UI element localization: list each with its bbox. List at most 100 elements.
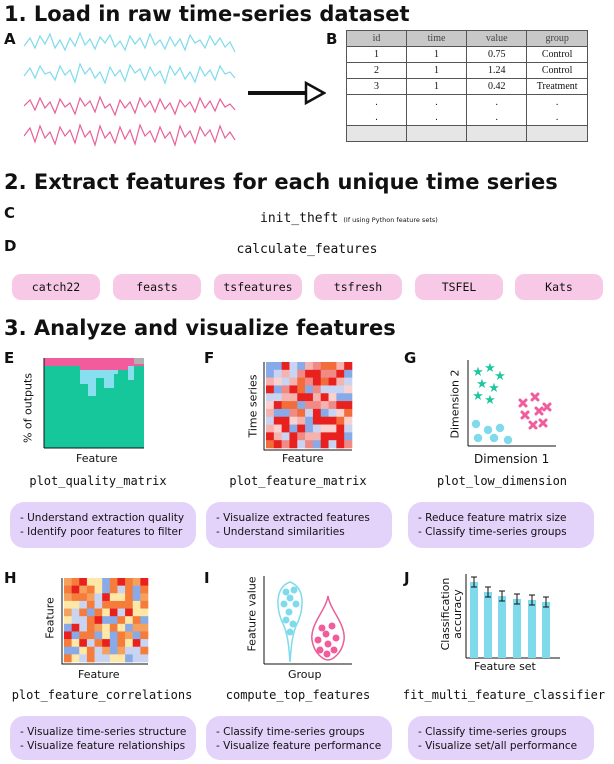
panel-letter-i: I — [204, 569, 210, 587]
feature-matrix-cell — [320, 408, 329, 418]
panel-letter-h: H — [4, 569, 17, 587]
table-header-id: id — [346, 30, 407, 47]
time-series-1 — [24, 31, 236, 53]
feature-matrix-cell — [328, 369, 337, 378]
star-icon: ★ — [484, 361, 496, 376]
correlation-cell — [86, 654, 95, 663]
panel-letter-a: A — [4, 30, 16, 48]
plot-low-dimension-function: plot_low_dimension — [436, 474, 568, 488]
panel-e-desc-line: - Understand extraction quality — [20, 512, 185, 524]
correlation-cell — [132, 600, 141, 609]
table-cell: 3 — [346, 78, 407, 95]
plot-feature-matrix-function: plot_feature_matrix — [229, 474, 367, 488]
feature-matrix-cell — [328, 416, 337, 425]
panel-letter-c: C — [4, 204, 16, 222]
correlation-cell — [140, 646, 149, 655]
feature-matrix-cell — [320, 393, 329, 402]
panel-e-xlabel: Feature — [76, 452, 118, 465]
low-dimension-scatter: ★ ★ ★ ★ ★ ★ ★ — [467, 360, 556, 447]
panel-f-description: - Visualize extracted features - Underst… — [206, 502, 392, 548]
feature-matrix-heatmap — [263, 362, 353, 451]
violin-pink — [311, 595, 345, 661]
feature-set-pill-tsfresh: tsfresh — [314, 274, 402, 300]
accuracy-bar — [513, 599, 521, 658]
correlation-cell — [140, 608, 149, 617]
table-cell: 1 — [405, 62, 468, 79]
correlation-cell — [86, 646, 95, 655]
table-row — [346, 125, 588, 142]
feature-matrix-cell — [289, 424, 298, 433]
accuracy-bar — [498, 596, 506, 658]
fit-multi-feature-classifier-function: fit_multi_feature_classifier — [402, 688, 606, 702]
feature-matrix-cell — [312, 377, 322, 386]
feature-matrix-cell — [320, 385, 329, 394]
correlation-cell — [102, 654, 111, 663]
table-cell: . — [405, 94, 468, 110]
feature-matrix-cell — [344, 362, 353, 371]
plot-feature-correlations-function: plot_feature_correlations — [11, 688, 193, 702]
feature-matrix-cell — [289, 432, 298, 441]
panel-letter-e: E — [4, 349, 15, 367]
correlation-cell — [117, 631, 126, 640]
star-icon: ★ — [488, 381, 500, 396]
error-bars — [471, 576, 549, 608]
correlation-cell — [132, 639, 141, 648]
correlation-cell — [132, 578, 141, 586]
feature-matrix-cell — [336, 408, 345, 418]
feature-matrix-cell — [297, 416, 306, 425]
correlation-cell — [125, 593, 134, 602]
correlation-cell — [117, 578, 126, 586]
arrow-icon — [248, 80, 326, 106]
feature-matrix-cell — [312, 393, 322, 402]
panel-i-description: - Classify time-series groups - Visualiz… — [206, 716, 392, 760]
correlation-cell-axes — [61, 578, 148, 665]
feature-matrix-cell — [328, 393, 337, 402]
panel-e-ylabel: % of outputs — [21, 372, 35, 444]
correlation-cell — [64, 654, 72, 663]
cyan-circle-cluster — [471, 419, 513, 445]
panel-f-xlabel: Feature — [282, 452, 324, 465]
table-cell: . — [526, 110, 588, 126]
feature-matrix-cell — [305, 377, 314, 386]
correlation-cell — [79, 593, 88, 602]
table-row: . . . . — [346, 94, 588, 110]
correlation-cell — [102, 585, 111, 594]
correlation-cell — [94, 623, 103, 632]
correlation-cell — [79, 631, 88, 640]
correlation-cell — [71, 578, 80, 586]
panel-g-ylabel: Dimension 2 — [448, 369, 462, 439]
feature-matrix-cell — [266, 432, 275, 441]
feature-matrix-cell — [305, 424, 314, 433]
table-cell: . — [526, 94, 588, 110]
raw-time-series-plot — [24, 31, 236, 148]
correlation-cell — [102, 639, 111, 648]
quality-matrix-plot — [43, 358, 144, 449]
feature-matrix-cell — [266, 377, 275, 386]
teal-star-cluster: ★ ★ ★ ★ ★ ★ ★ — [472, 361, 506, 408]
correlation-cell — [140, 600, 149, 609]
correlation-cell — [86, 616, 95, 625]
feature-matrix-cell — [266, 440, 275, 449]
pink-cross-cluster — [518, 392, 552, 430]
table-cell — [526, 125, 588, 142]
correlation-cell — [64, 608, 72, 617]
panel-letter-j: J — [404, 569, 410, 587]
table-cell: . — [405, 110, 468, 126]
feature-matrix-cell — [305, 432, 314, 441]
feature-matrix-cell — [320, 440, 329, 449]
table-cell: 1 — [405, 78, 468, 95]
correlation-cell — [109, 646, 118, 655]
feature-matrix-cell — [336, 385, 345, 394]
correlation-cell — [125, 646, 134, 655]
feature-set-pill-feasts: feasts — [113, 274, 201, 300]
feature-matrix-cell — [281, 424, 290, 433]
feature-matrix-cell — [289, 369, 298, 378]
feature-matrix-cell — [328, 377, 337, 386]
feature-matrix-cell — [305, 385, 314, 394]
correlation-cell — [125, 631, 134, 640]
feature-matrix-cell — [289, 393, 298, 402]
correlation-cell — [132, 616, 141, 625]
panel-e-desc-line: - Identify poor features to filter — [20, 526, 183, 538]
feature-matrix-cell — [297, 440, 306, 449]
feature-matrix-cell — [281, 377, 290, 386]
